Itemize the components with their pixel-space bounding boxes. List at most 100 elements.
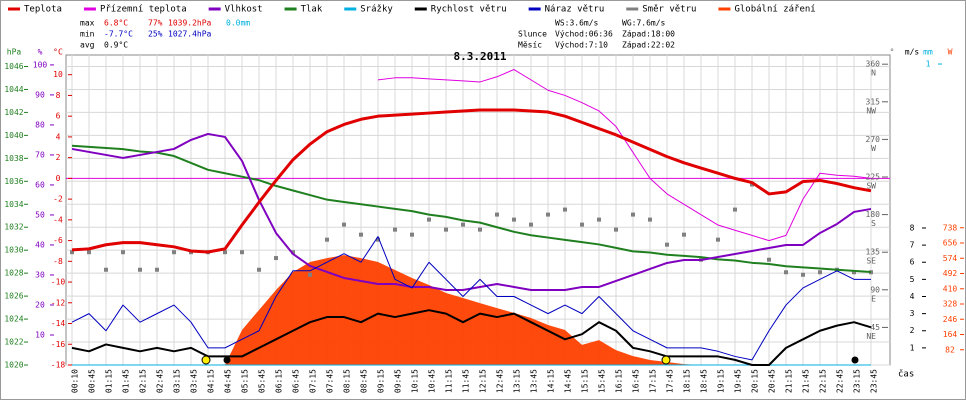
- y-tick-label: 1038: [4, 154, 23, 163]
- y-tick-label: 10: [53, 70, 63, 79]
- y-tick-label: -6: [53, 236, 63, 245]
- y-tick-label: 60: [35, 180, 45, 189]
- direction-point: [631, 212, 635, 217]
- direction-point: [869, 270, 873, 275]
- sun-marker: [661, 355, 671, 365]
- x-tick-label: 16:45: [632, 369, 641, 393]
- x-tick-label: 01:15: [105, 369, 114, 393]
- x-tick-label: 20:45: [768, 369, 777, 393]
- axis-unit: mm: [923, 48, 933, 57]
- y-tick-label: 328: [943, 300, 958, 309]
- y-tick-label: 1: [910, 343, 915, 352]
- stat-text: 1027.4hPa: [168, 30, 212, 39]
- x-tick-label: 14:45: [564, 369, 573, 393]
- stat-text: 77%: [148, 19, 163, 28]
- x-tick-label: 22:45: [836, 369, 845, 393]
- stat-text: 0.0mm: [226, 19, 250, 28]
- plot-area: [65, 54, 891, 366]
- x-tick-label: 02:45: [156, 369, 165, 393]
- x-tick-label: 18:15: [683, 369, 692, 393]
- x-tick-label: 11:15: [445, 369, 454, 393]
- direction-point: [257, 267, 261, 272]
- y-tick-label: 1042: [4, 108, 23, 117]
- y-tick-label: 360: [866, 60, 881, 69]
- x-tick-label: 12:15: [479, 369, 488, 393]
- axis-unit: °C: [53, 48, 63, 57]
- direction-point: [563, 207, 567, 212]
- direction-point: [512, 217, 516, 222]
- direction-point: [410, 232, 414, 237]
- y-tick-label: 270: [866, 135, 881, 144]
- x-tick-label: 14:15: [547, 369, 556, 393]
- direction-point: [70, 250, 74, 255]
- direction-point: [444, 227, 448, 232]
- direction-point: [546, 212, 550, 217]
- axis-unit: m/s: [905, 48, 920, 57]
- y-tick-label: 1024: [4, 315, 23, 324]
- y-tick-label: 492: [943, 269, 958, 278]
- stat-text: min: [80, 30, 95, 39]
- x-axis-label: čas: [898, 369, 914, 380]
- x-tick-label: 05:45: [258, 369, 267, 393]
- legend-label: Přízemní teplota: [100, 5, 187, 15]
- x-tick-label: 02:15: [139, 369, 148, 393]
- direction-point: [87, 250, 91, 255]
- y-tick-label: -8: [53, 257, 63, 266]
- y-tick-label: 4: [56, 132, 61, 141]
- y-tick-label: 8: [910, 223, 915, 232]
- direction-point: [172, 250, 176, 255]
- y-tick-label: -2: [53, 195, 63, 204]
- y-tick-label: 7: [910, 241, 915, 250]
- x-tick-label: 07:15: [309, 369, 318, 393]
- y-tick-label: 1022: [4, 338, 23, 347]
- radiation-area: [72, 255, 871, 365]
- y-tick-label: -14: [51, 319, 66, 328]
- y-tick-label: 1: [926, 60, 931, 69]
- x-tick-label: 23:15: [853, 369, 862, 393]
- chart-title: 8.3.2011: [454, 50, 507, 63]
- legend-label: Globální záření: [734, 5, 815, 15]
- y-tick-label: 8: [56, 91, 61, 100]
- stat-text: 6.8°C: [104, 19, 128, 28]
- direction-point: [750, 182, 754, 187]
- legend-label: Tlak: [301, 5, 323, 15]
- y-tick-label: 180: [866, 210, 881, 219]
- x-tick-label: 19:45: [734, 369, 743, 393]
- x-tick-label: 09:45: [394, 369, 403, 393]
- y-tick-label: 1020: [4, 361, 23, 370]
- x-tick-label: 07:45: [326, 369, 335, 393]
- stat-text: -7.7°C: [104, 30, 133, 39]
- x-tick-label: 03:45: [190, 369, 199, 393]
- direction-point: [342, 222, 346, 227]
- x-tick-label: 06:45: [292, 369, 301, 393]
- y-tick-label: 574: [943, 254, 958, 263]
- y-tick-label: 2: [56, 153, 61, 162]
- x-tick-label: 21:15: [785, 369, 794, 393]
- legend: Teplota Přízemní teplota Vlhkost Tlak Srážky…: [8, 5, 816, 15]
- x-tick-label: 21:45: [802, 369, 811, 393]
- y-tick-label: 50: [35, 210, 45, 219]
- y-tick-label: 82: [945, 345, 955, 354]
- x-tick-label: 15:45: [598, 369, 607, 393]
- legend-label: Směr větru: [642, 5, 696, 15]
- x-tick-label: 15:15: [581, 369, 590, 393]
- axis-unit: %: [38, 48, 43, 57]
- y-tick-label: 20: [35, 300, 45, 309]
- x-tick-label: 03:15: [173, 369, 182, 393]
- y-tick-label: 80: [35, 120, 45, 129]
- y-tick-label: 5: [910, 275, 915, 284]
- series-line: [71, 144, 872, 273]
- y-tick-label: 225: [866, 172, 881, 181]
- y-tick-label: 1028: [4, 269, 23, 278]
- stat-text: Slunce: [518, 30, 547, 39]
- x-tick-label: 13:45: [530, 369, 539, 393]
- legend-label: Vlhkost: [225, 5, 263, 15]
- y-tick-label: 45: [870, 323, 880, 332]
- direction-point: [138, 267, 142, 272]
- direction-point: [852, 270, 856, 275]
- direction-point: [376, 237, 380, 242]
- stat-text: 25%: [148, 30, 163, 39]
- direction-point: [597, 217, 601, 222]
- direction-point: [478, 227, 482, 232]
